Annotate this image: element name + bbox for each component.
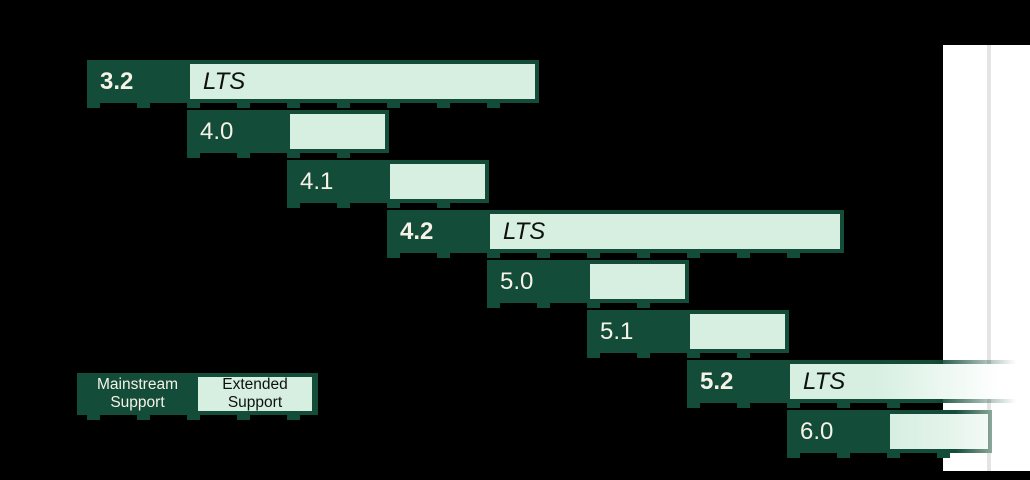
axis-tick	[337, 103, 350, 108]
lts-label: LTS	[203, 68, 246, 95]
axis-tick	[787, 253, 800, 258]
axis-tick	[587, 253, 600, 258]
version-label: 4.1	[300, 168, 334, 195]
axis-tick	[687, 403, 700, 408]
extended-support-bar: LTS	[190, 64, 535, 99]
axis-tick	[737, 253, 750, 258]
vertical-marker-line	[987, 45, 991, 471]
version-bar: 6.0	[787, 410, 992, 453]
axis-tick	[237, 153, 250, 158]
axis-tick	[287, 153, 300, 158]
axis-tick	[287, 103, 300, 108]
axis-tick	[687, 253, 700, 258]
axis-tick	[587, 353, 600, 358]
axis-tick	[637, 253, 650, 258]
axis-tick	[537, 253, 550, 258]
axis-tick	[787, 453, 800, 458]
axis-tick	[437, 203, 450, 208]
axis-tick	[837, 403, 850, 408]
version-label: 5.0	[500, 268, 534, 295]
version-bar: 5.2 LTS	[687, 360, 1030, 403]
axis-tick	[637, 353, 650, 358]
axis-tick	[87, 103, 100, 108]
legend-mainstream-support: Mainstream Support	[97, 375, 178, 411]
version-label: 4.0	[200, 118, 234, 145]
axis-tick	[187, 103, 200, 108]
axis-tick	[837, 453, 850, 458]
axis-tick	[337, 153, 350, 158]
version-bar: 4.0	[187, 110, 389, 153]
legend-extended-support: Extended Support	[198, 376, 312, 411]
lts-label: LTS	[803, 368, 846, 395]
axis-tick	[487, 303, 500, 308]
version-bar: 4.2 LTS	[387, 210, 844, 253]
axis-tick	[637, 303, 650, 308]
version-label: 6.0	[800, 418, 834, 445]
axis-tick	[887, 403, 900, 408]
axis-tick	[487, 253, 500, 258]
axis-tick	[437, 253, 450, 258]
extended-support-bar: LTS	[490, 214, 840, 249]
version-bar: 4.1	[287, 160, 489, 203]
axis-tick	[587, 303, 600, 308]
axis-tick	[287, 203, 300, 208]
lts-label: LTS	[503, 218, 546, 245]
version-bar: 5.0	[487, 260, 689, 303]
extended-support-bar	[690, 314, 785, 349]
axis-tick	[237, 103, 250, 108]
axis-tick	[887, 453, 900, 458]
axis-tick	[137, 103, 150, 108]
extended-support-bar	[590, 264, 685, 299]
legend: Mainstream Support Extended Support	[77, 373, 318, 415]
extended-support-bar	[890, 414, 988, 449]
axis-tick	[287, 415, 300, 420]
version-label: 5.1	[600, 318, 634, 345]
version-label: 5.2	[700, 368, 734, 395]
axis-tick	[137, 415, 150, 420]
version-label: 3.2	[100, 68, 134, 95]
axis-tick	[237, 415, 250, 420]
extended-support-bar	[390, 164, 485, 199]
axis-tick	[437, 103, 450, 108]
axis-tick	[337, 203, 350, 208]
axis-tick	[387, 103, 400, 108]
axis-tick	[687, 353, 700, 358]
version-bar: 3.2 LTS	[87, 60, 539, 103]
axis-tick	[187, 415, 200, 420]
axis-tick	[937, 453, 950, 458]
version-label: 4.2	[400, 218, 434, 245]
axis-tick	[787, 403, 800, 408]
axis-tick	[737, 403, 750, 408]
axis-tick	[187, 153, 200, 158]
axis-tick	[537, 303, 550, 308]
axis-tick	[737, 353, 750, 358]
version-bar: 5.1	[587, 310, 789, 353]
axis-tick	[87, 415, 100, 420]
axis-tick	[387, 203, 400, 208]
extended-support-bar	[290, 114, 385, 149]
axis-tick	[487, 103, 500, 108]
axis-tick	[387, 253, 400, 258]
extended-support-bar: LTS	[790, 364, 1030, 399]
